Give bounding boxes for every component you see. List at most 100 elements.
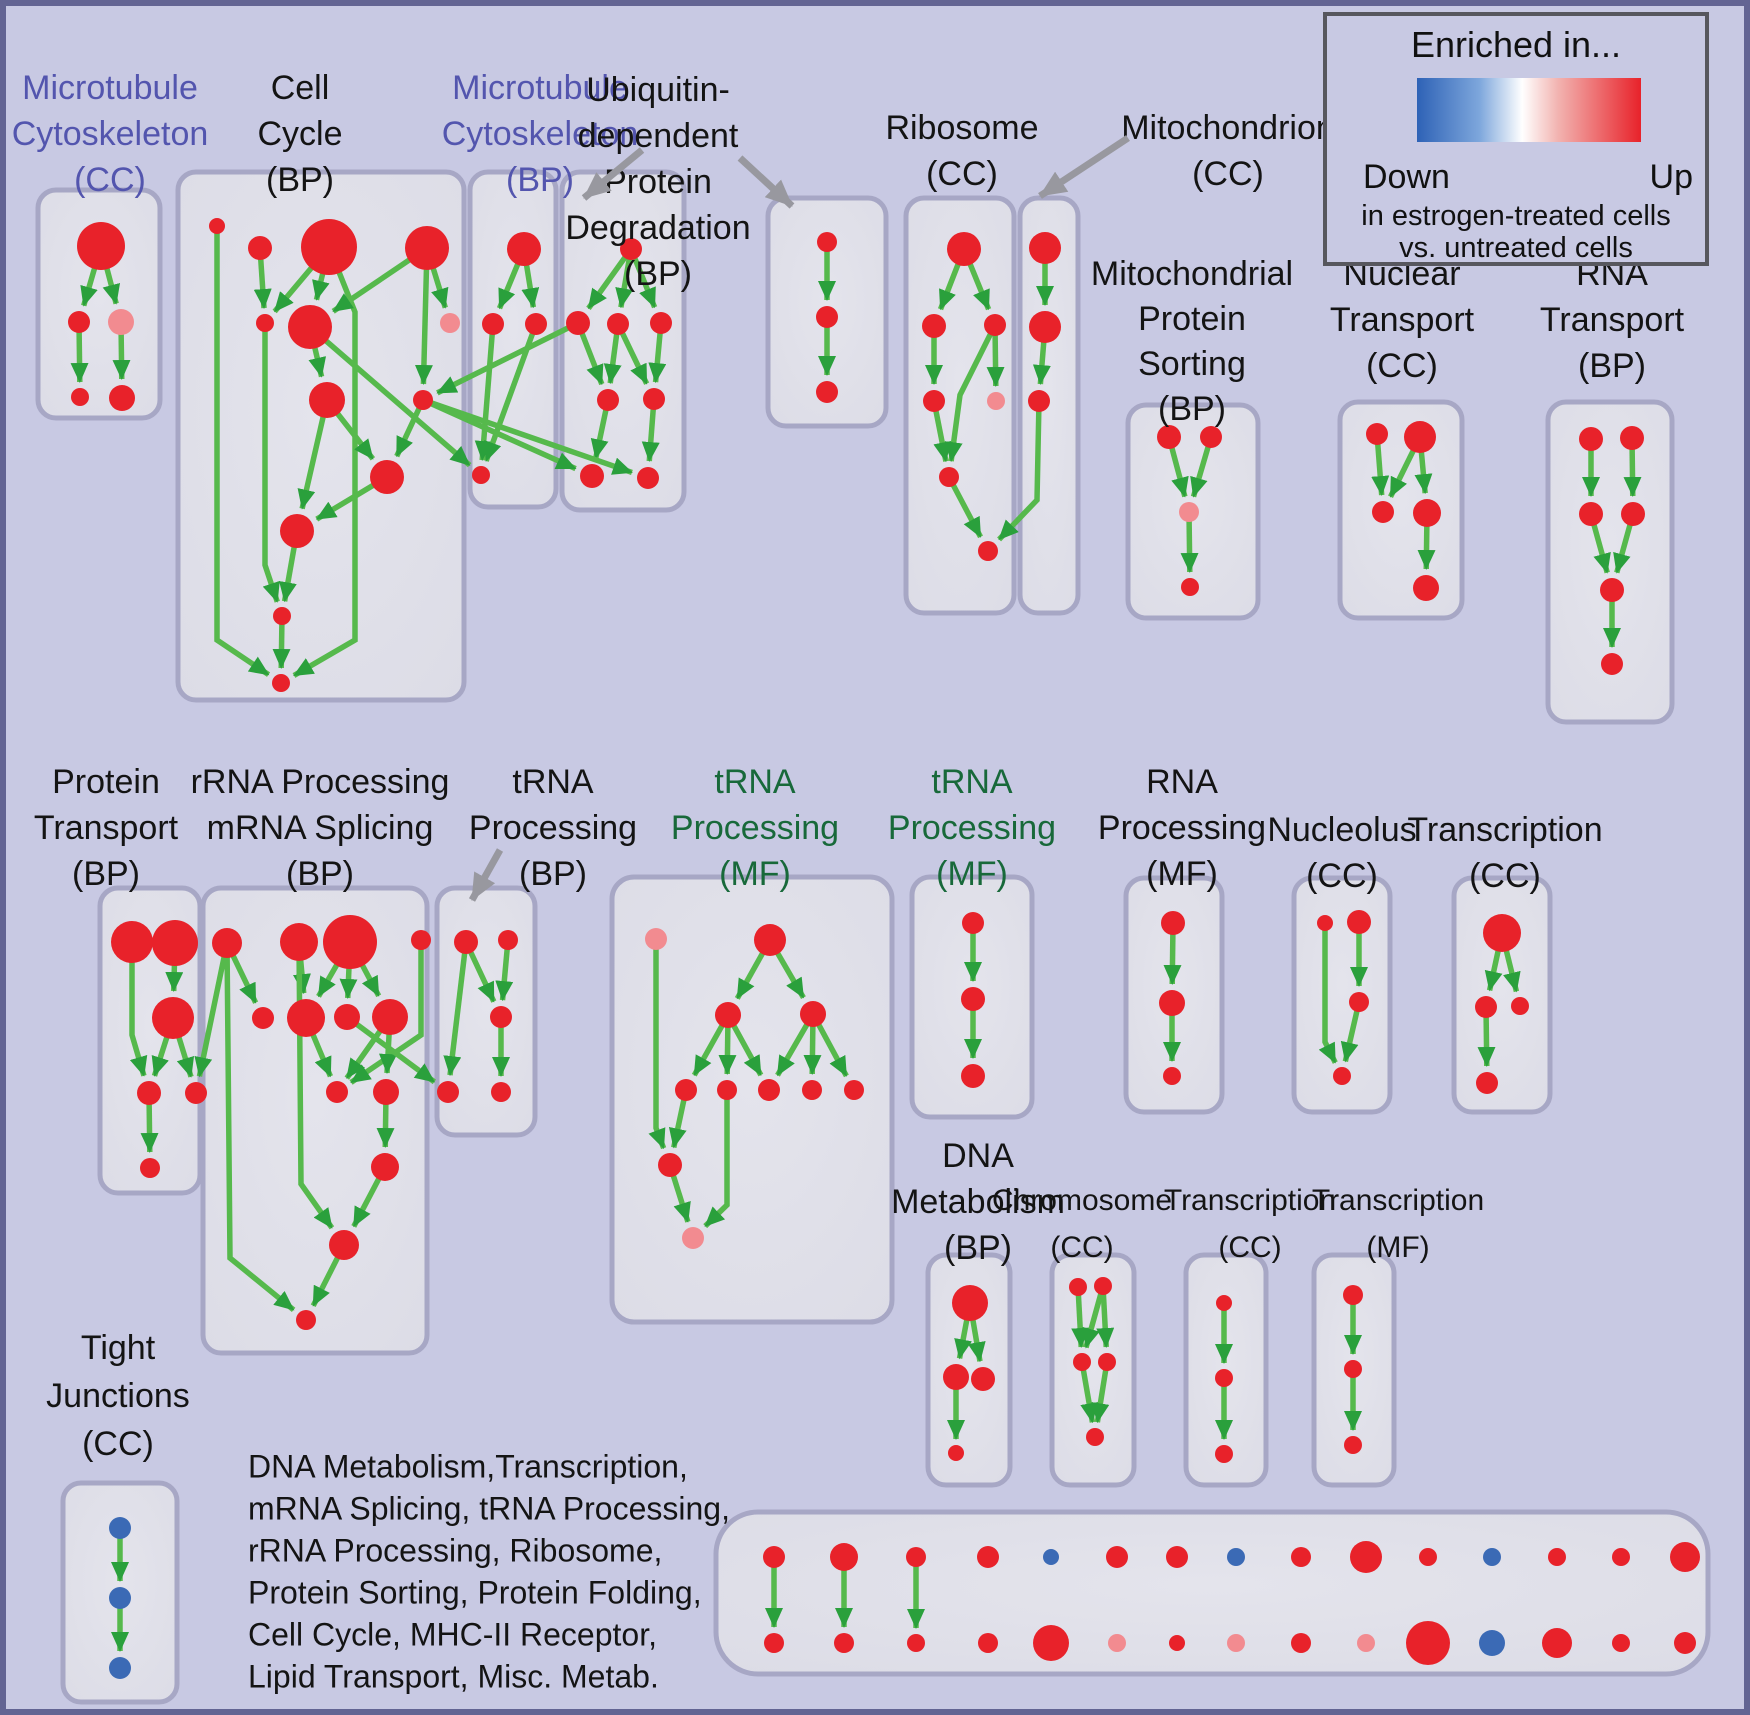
gene-set-node-tight-junctions-2 [109,1657,131,1679]
cluster-label-trna-mf-small-line0: tRNA [931,763,1013,801]
cluster-label-trna-mf-large-line2: (MF) [719,855,791,893]
gene-set-node-chromosome-1 [1094,1277,1112,1295]
cluster-label-rna-processing-mf-line1: Processing [1098,809,1266,847]
edge-arrow [615,322,650,385]
cluster-label-ubiquitin-a-line3: Degradation [565,209,750,247]
cluster-label-trna-mf-large-line1: Processing [671,809,839,847]
gene-set-node-trna-mf-large-0 [645,928,667,950]
gene-set-node-ubiquitin-a-2 [607,313,629,335]
gene-set-node-rrna-mrna-9 [373,1079,399,1105]
cluster-label-ubiquitin-a-line4: (BP) [624,255,692,293]
gene-set-node-cell-cycle-2 [301,219,357,275]
cluster-label-mito-sorting-line1: Protein [1138,300,1246,338]
trna-bp-arrow [468,848,504,902]
gene-set-node-nucleolus-1 [1347,910,1371,934]
gene-set-node-trna-mf-large-9 [658,1153,682,1177]
legend-down-label: Down [1363,158,1450,196]
edge-arrow [224,942,296,1313]
gene-set-node-rrna-mrna-8 [326,1081,348,1103]
gene-set-node-rrna-mrna-3 [411,930,431,950]
cluster-box-rrna-mrna [200,885,430,1356]
cluster-label-mitochondrion-cc-line1: (CC) [1192,155,1264,193]
gene-set-node-trna-mf-small-2 [961,1064,985,1088]
gene-set-node-misc-strip-1 [764,1633,784,1653]
edge-arrow [1082,1285,1106,1349]
gene-set-node-rrna-mrna-5 [287,999,325,1037]
gene-set-node-rrna-mrna-12 [296,1310,316,1330]
edge-arrow [436,320,580,396]
cluster-label-rna-transport-line2: (BP) [1578,347,1646,385]
gene-set-node-misc-strip-11 [1108,1634,1126,1652]
gene-set-node-dna-metabolism-1 [943,1364,969,1390]
gene-set-node-rrna-mrna-7 [372,999,408,1035]
gene-set-node-rrna-mrna-6 [334,1004,360,1030]
gene-set-node-misc-strip-6 [977,1546,999,1568]
cluster-label-trna-bp-line2: (BP) [519,855,587,893]
gene-set-node-cell-cycle-6 [440,313,460,333]
gene-set-node-trna-mf-large-4 [675,1079,697,1101]
gene-set-node-misc-strip-7 [978,1633,998,1653]
gene-set-node-trna-mf-large-5 [717,1080,737,1100]
gene-set-node-misc-strip-29 [1674,1632,1696,1654]
gene-set-node-transcription-mf-2 [1344,1436,1362,1454]
edge-arrow [944,323,998,463]
cluster-label-nuclear-transport-line1: Transport [1330,301,1475,339]
gene-set-node-nuclear-transport-3 [1413,499,1441,527]
gene-set-node-microtubule-bp-3 [472,466,490,484]
gene-set-node-nuclear-transport-1 [1404,421,1436,453]
cluster-label-microtubule-bp-line1: Cytoskeleton [442,115,639,153]
edge-arrow [997,400,1042,542]
cluster-label-ubiquitin-a-line0: Ubiquitin- [586,71,730,109]
cluster-label-rrna-mrna-line0: rRNA Processing [191,763,450,801]
gene-set-node-ubiquitin-a-0 [620,238,642,260]
edge-arrow [214,226,271,677]
gene-set-node-trna-mf-large-10 [682,1227,704,1249]
legend-axis-labels: Down Up [1363,158,1693,197]
gene-set-node-trna-bp-4 [491,1082,511,1102]
gene-set-node-trna-mf-small-0 [962,912,984,934]
gene-set-node-misc-strip-5 [907,1634,925,1652]
gene-set-node-transcription-cc-1-1 [1475,996,1497,1018]
gene-set-node-trna-mf-small-1 [961,987,985,1011]
gene-set-node-misc-strip-9 [1033,1625,1069,1661]
cluster-label-tight-junctions-line1: Junctions [46,1377,190,1415]
cluster-box-misc-strip [713,1509,1711,1677]
gene-set-node-tight-junctions-1 [109,1587,131,1609]
edge-arrow [308,324,472,468]
gene-set-node-mitochondrion-cc-2 [1028,390,1050,412]
gene-set-node-trna-mf-large-8 [844,1080,864,1100]
gene-set-node-chromosome-3 [1098,1353,1116,1371]
gene-set-node-rna-processing-mf-2 [1163,1067,1181,1085]
gene-set-node-rna-processing-mf-0 [1161,911,1185,935]
cluster-label-protein-transport-line0: Protein [52,763,160,801]
gene-set-node-trna-bp-0 [454,930,478,954]
cluster-label-transcription-cc-2-line0: Transcription [1164,1184,1336,1217]
edge-arrow [292,245,358,678]
gene-set-node-mito-sorting-0 [1157,425,1181,449]
gene-set-node-ubiquitin-a-4 [597,389,619,411]
gene-set-node-chromosome-2 [1073,1353,1091,1371]
cluster-label-transcription-cc-2-line1: (CC) [1218,1231,1281,1264]
legend-gradient-bar [1417,78,1641,142]
edge-arrow [1091,1361,1110,1424]
cluster-label-nucleolus-line0: Nucleolus [1267,811,1416,849]
gene-set-node-mito-sorting-2 [1179,502,1199,522]
gene-set-node-misc-strip-13 [1169,1635,1185,1651]
nodes [68,218,1700,1679]
gene-set-node-nucleolus-0 [1317,915,1333,931]
cluster-label-protein-transport-line2: (BP) [72,855,140,893]
cluster-label-chromosome-line1: (CC) [1050,1231,1113,1264]
edge-arrow [703,1090,730,1229]
gene-set-node-microtubule-cc-1 [68,311,90,333]
gene-set-node-ribosome-cc-2 [984,314,1006,336]
gene-set-node-microtubule-bp-2 [525,313,547,335]
cluster-label-chromosome-line0: Chromosome [992,1184,1172,1217]
gene-set-node-misc-strip-23 [1479,1630,1505,1656]
edge-arrow [1071,1286,1090,1349]
cluster-label-trna-bp-line0: tRNA [512,763,594,801]
edge-arrow [1180,511,1199,574]
gene-set-node-misc-strip-24 [1548,1548,1566,1566]
legend-title: Enriched in... [1410,24,1622,65]
